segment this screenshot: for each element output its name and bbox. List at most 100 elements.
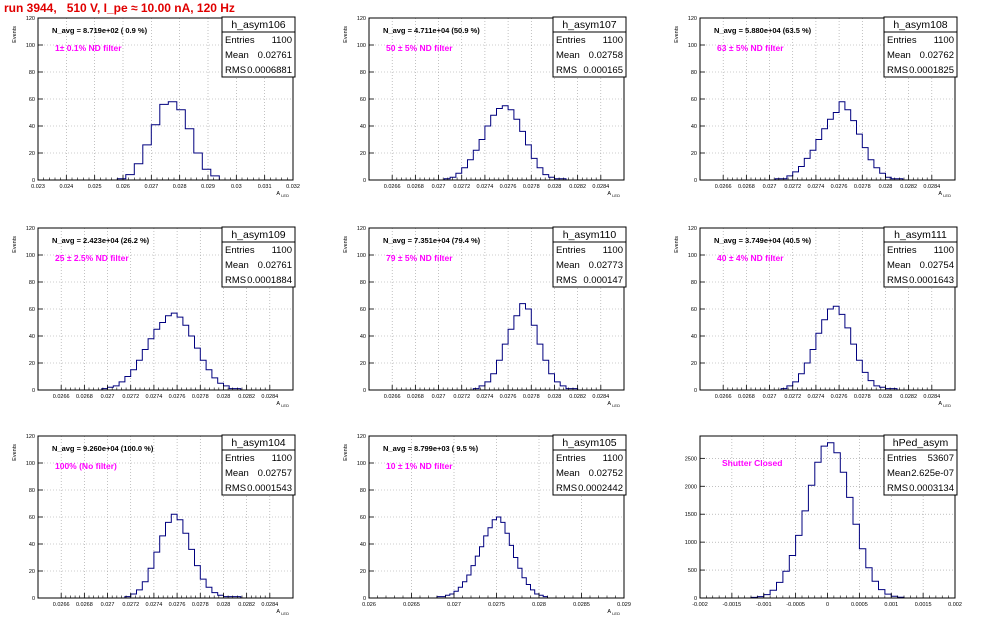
histogram-panel-h_asym105: 0.026 0.0265 0.027 0.0275 0.028 0.0285 0.029 0 2… [343,434,631,616]
x-axis-title-sub: LED [942,193,951,198]
y-tick-label: 100 [688,253,697,259]
x-axis-title-main: A [276,401,280,407]
histogram-panel-hPed_asym: -0.002 -0.0015 -0.001 -0.0005 0 0.0005 0.001 0.… [685,434,962,608]
filter-label: 40 ± 4% ND filter [717,253,784,263]
x-tick-label: 0.0274 [145,394,162,400]
x-tick-label: 0.0278 [523,394,540,400]
n-avg-label: N_avg = 4.711e+04 (50.9 %) [383,26,480,35]
x-tick-label: 0.0274 [807,184,824,190]
y-tick-label: 120 [26,226,35,232]
x-tick-label: 0.028 [532,602,546,608]
x-axis-title: A LED [276,401,289,408]
x-tick-label: 0.0284 [261,602,278,608]
x-tick-label: 0.0272 [784,184,801,190]
x-tick-label: 0.0278 [854,394,871,400]
stats-label: RMS [225,483,246,494]
stats-box [552,434,627,496]
x-axis-title-sub: LED [611,193,620,198]
stats-label: Entries [556,35,586,46]
x-axis-title: A LED [276,609,289,616]
x-tick-label: 0.027 [432,184,446,190]
x-tick-label: -0.002 [692,602,708,608]
x-tick-label: 0.027 [447,602,461,608]
histogram-series [774,101,904,180]
y-axis-title: Events [674,26,680,43]
stats-label: Entries [225,245,255,256]
x-tick-label: 0.0268 [407,184,424,190]
stats-value: 0.0001884 [247,275,292,286]
x-tick-label: 0.0265 [403,602,420,608]
stats-title: h_asym105 [562,437,616,449]
x-tick-label: 0.0278 [523,184,540,190]
x-axis-title-sub: LED [280,403,289,408]
x-tick-label: 0.0276 [169,602,186,608]
histogram-panel-h_asym106: 0.023 0.024 0.025 0.026 0.027 0.028 0.029 0.03 0… [12,16,300,198]
stats-title: h_asym106 [231,19,285,31]
n-avg-label: N_avg = 5.880e+04 (63.5 %) [714,26,812,35]
x-tick-label: 0.0272 [784,394,801,400]
y-tick-label: 20 [29,151,35,157]
x-axis-title: A LED [607,401,620,408]
x-axis-title-main: A [938,401,942,407]
stats-value: 0.000147 [583,275,623,286]
y-tick-label: 20 [29,361,35,367]
y-tick-label: 40 [360,334,366,340]
y-tick-label: 80 [29,488,35,494]
x-tick-label: 0.0268 [407,394,424,400]
y-tick-label: 60 [691,307,697,313]
x-tick-label: 0.027 [101,394,115,400]
stats-label: RMS [225,275,246,286]
y-axis-title: Events [343,236,349,253]
x-axis-title-sub: LED [611,403,620,408]
y-tick-label: 100 [26,461,35,467]
y-tick-label: 40 [691,334,697,340]
stats-value: 0.02754 [920,260,954,271]
y-axis-title: Events [12,26,18,43]
y-tick-label: 80 [691,280,697,286]
histogram-series [780,305,898,390]
y-tick-label: 0 [363,178,366,184]
n-avg-label: N_avg = 3.749e+04 (40.5 %) [714,236,812,245]
stats-box [552,16,627,78]
stats-label: Entries [887,35,917,46]
stats-value: 1100 [603,35,623,46]
y-tick-label: 60 [360,97,366,103]
stats-label: RMS [887,483,908,494]
x-tick-label: 0.023 [31,184,45,190]
x-tick-label: 0.0276 [169,394,186,400]
x-tick-label: 0.0276 [831,184,848,190]
histogram-series [116,101,220,180]
y-tick-label: 80 [691,70,697,76]
y-tick-label: 60 [29,515,35,521]
y-tick-label: 40 [29,124,35,130]
y-tick-label: 60 [360,307,366,313]
x-tick-label: 0.0266 [384,394,401,400]
n-avg-label: N_avg = 8.719e+02 ( 0.9 %) [52,26,148,35]
stats-label: Mean [887,468,911,479]
y-tick-label: 100 [357,461,366,467]
y-tick-label: 80 [29,70,35,76]
x-axis-title: A LED [276,191,289,198]
x-axis-title-sub: LED [942,403,951,408]
stats-value: 0.02762 [920,50,954,61]
x-tick-label: 0.0284 [592,184,609,190]
x-tick-label: 0.0274 [145,602,162,608]
y-tick-label: 80 [360,488,366,494]
x-tick-label: 0.028 [217,602,231,608]
stats-value: 1100 [603,453,623,464]
histogram-series [124,513,242,598]
x-tick-label: 0.0274 [476,394,493,400]
stats-label: Entries [556,245,586,256]
x-tick-label: 0.0268 [738,184,755,190]
stats-box [552,226,627,288]
y-tick-label: 500 [688,568,697,574]
stats-value: 2.625e-07 [911,468,954,479]
y-tick-label: 0 [32,596,35,602]
stats-label: RMS [887,275,908,286]
x-tick-label: 0.025 [88,184,102,190]
y-tick-label: 80 [360,70,366,76]
x-tick-label: 0.0272 [122,394,139,400]
stats-value: 0.02757 [258,468,292,479]
stats-title: h_asym107 [562,19,616,31]
